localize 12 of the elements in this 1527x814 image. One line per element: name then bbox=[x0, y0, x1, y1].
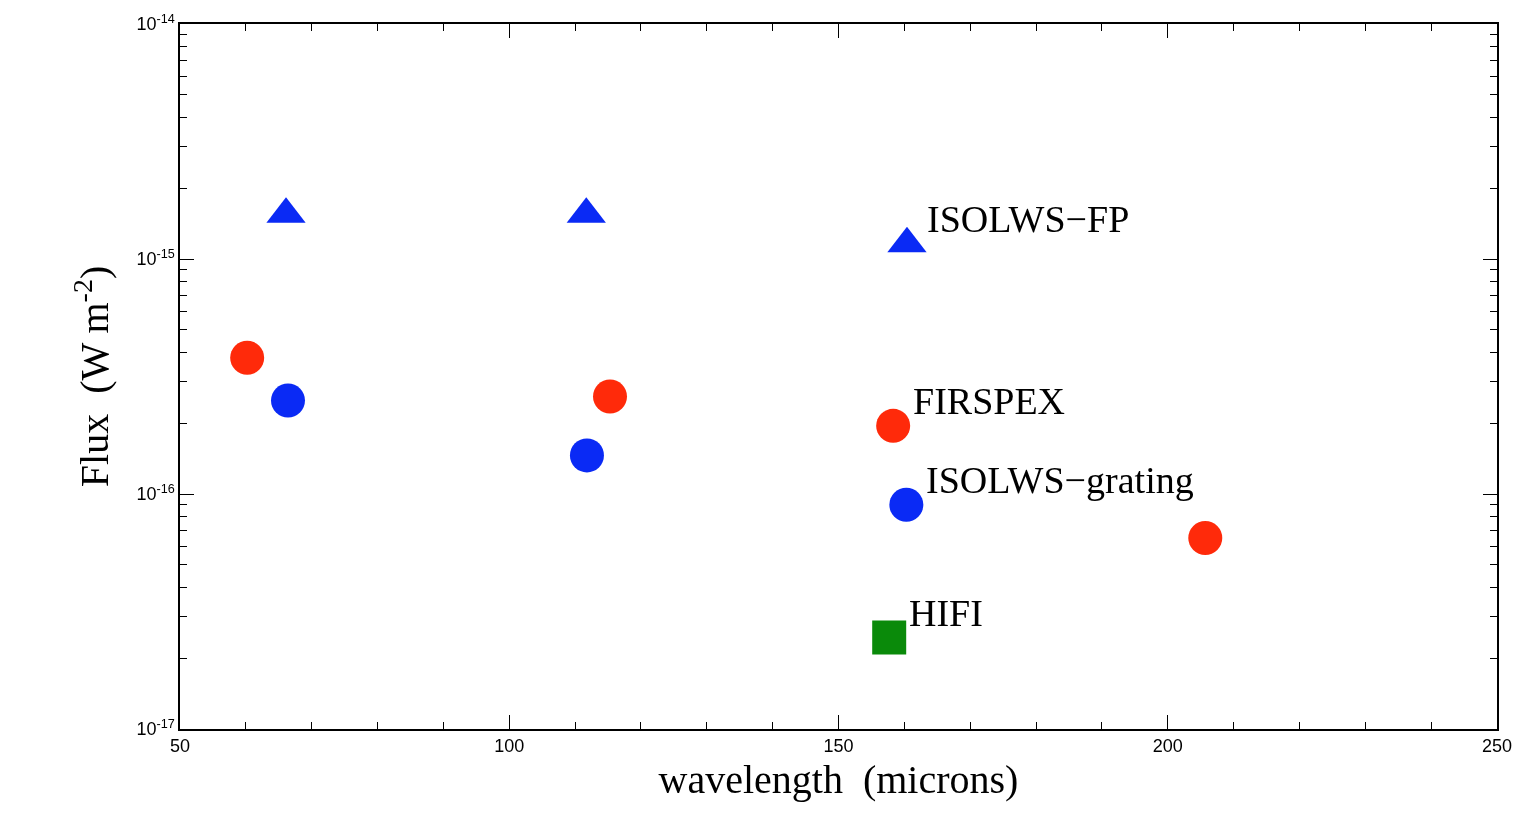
x-tick-label: 150 bbox=[823, 736, 854, 757]
y-tick-label: 10$^{-14}$ bbox=[136, 11, 175, 35]
x-axis-title: wavelength (microns) bbox=[658, 757, 1019, 803]
x-tick-label: 250 bbox=[1481, 736, 1513, 757]
series-label: HIFI bbox=[909, 592, 983, 634]
y-tick-label: 10$^{-16}$ bbox=[136, 481, 175, 505]
y-tick-label: 10$^{-15}$ bbox=[136, 246, 175, 270]
x-tick-label: 200 bbox=[1152, 736, 1183, 757]
series-label: ISOLWS−grating bbox=[926, 459, 1194, 501]
series-label: FIRSPEX bbox=[913, 380, 1066, 422]
series-label: ISOLWS−FP bbox=[927, 198, 1130, 240]
x-tick-label: 100 bbox=[494, 736, 525, 757]
